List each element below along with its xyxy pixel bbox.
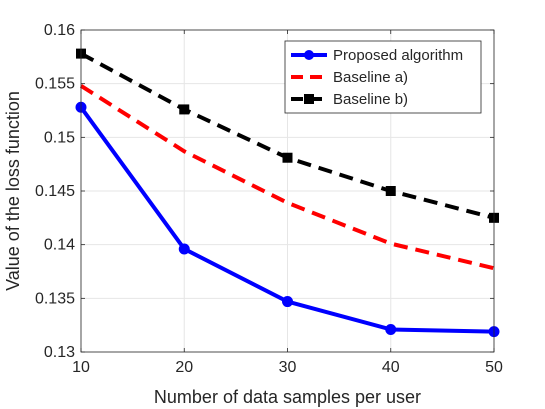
y-tick-label: 0.14 (44, 237, 75, 254)
y-tick-label: 0.13 (44, 344, 75, 361)
data-point-proposed-algorithm (178, 243, 190, 255)
data-point-baseline-b (282, 152, 293, 163)
legend-label: Proposed algorithm (333, 47, 463, 64)
x-tick-label: 30 (279, 359, 297, 376)
data-point-baseline-b (385, 186, 396, 196)
data-point-proposed-algorithm (282, 296, 293, 308)
y-tick-label: 0.145 (35, 183, 75, 200)
y-tick-label: 0.135 (35, 290, 75, 307)
data-point-proposed-algorithm (385, 323, 397, 335)
y-tick-label: 0.155 (35, 76, 75, 93)
x-tick-label: 50 (485, 359, 503, 376)
x-tick-label: 20 (175, 359, 193, 376)
x-tick-label: 40 (382, 359, 400, 376)
legend-label: Baseline a) (333, 69, 408, 86)
y-tick-label: 0.15 (44, 129, 75, 146)
legend-marker (304, 50, 314, 60)
legend-label: Baseline b) (333, 91, 408, 108)
axes: 10 20 30 40 50 0.13 0.135 0.14 0.145 0.15 0.155 0.1… (35, 22, 503, 376)
x-tick-label: 10 (72, 359, 90, 376)
legend: Proposed algorithm Baseline a) Baseline b) (284, 40, 482, 114)
series-line-baseline-a (79, 84, 495, 271)
x-axis-label: Number of data samples per user (154, 387, 421, 407)
legend-marker (304, 94, 314, 104)
series-group (75, 48, 500, 338)
y-tick-label: 0.16 (44, 22, 75, 39)
data-point-baseline-b (179, 104, 190, 115)
y-axis-label: Value of the loss function (3, 91, 23, 291)
